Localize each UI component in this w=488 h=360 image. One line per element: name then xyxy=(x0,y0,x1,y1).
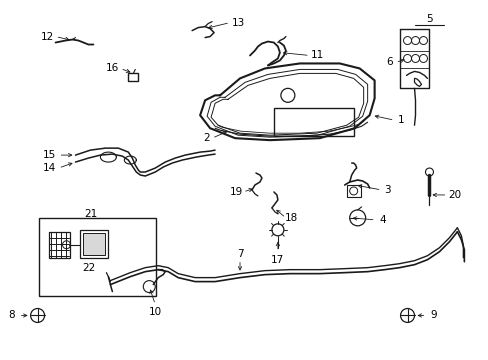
Text: 17: 17 xyxy=(271,255,284,265)
Text: 3: 3 xyxy=(384,185,390,195)
Text: 2: 2 xyxy=(203,133,209,143)
Text: 18: 18 xyxy=(285,213,298,223)
Text: 14: 14 xyxy=(43,163,56,173)
Text: 19: 19 xyxy=(229,187,242,197)
Text: 1: 1 xyxy=(397,115,404,125)
Text: 21: 21 xyxy=(83,209,97,219)
Text: 22: 22 xyxy=(81,263,95,273)
Text: 11: 11 xyxy=(310,50,324,60)
Bar xyxy=(83,233,105,255)
Bar xyxy=(346,185,360,197)
Text: 4: 4 xyxy=(379,215,385,225)
Bar xyxy=(128,73,138,81)
Text: 7: 7 xyxy=(236,249,243,259)
Text: 9: 9 xyxy=(429,310,436,320)
Text: 6: 6 xyxy=(386,58,392,67)
Bar xyxy=(39,218,156,296)
Bar xyxy=(81,230,108,258)
Text: 10: 10 xyxy=(148,307,162,318)
Bar xyxy=(273,108,353,136)
Text: 16: 16 xyxy=(105,63,119,73)
Text: 20: 20 xyxy=(447,190,460,200)
Text: 5: 5 xyxy=(425,14,432,24)
Bar xyxy=(48,232,70,258)
Text: 13: 13 xyxy=(231,18,244,28)
Text: 12: 12 xyxy=(41,32,54,41)
Text: 15: 15 xyxy=(43,150,56,160)
Text: 8: 8 xyxy=(8,310,15,320)
